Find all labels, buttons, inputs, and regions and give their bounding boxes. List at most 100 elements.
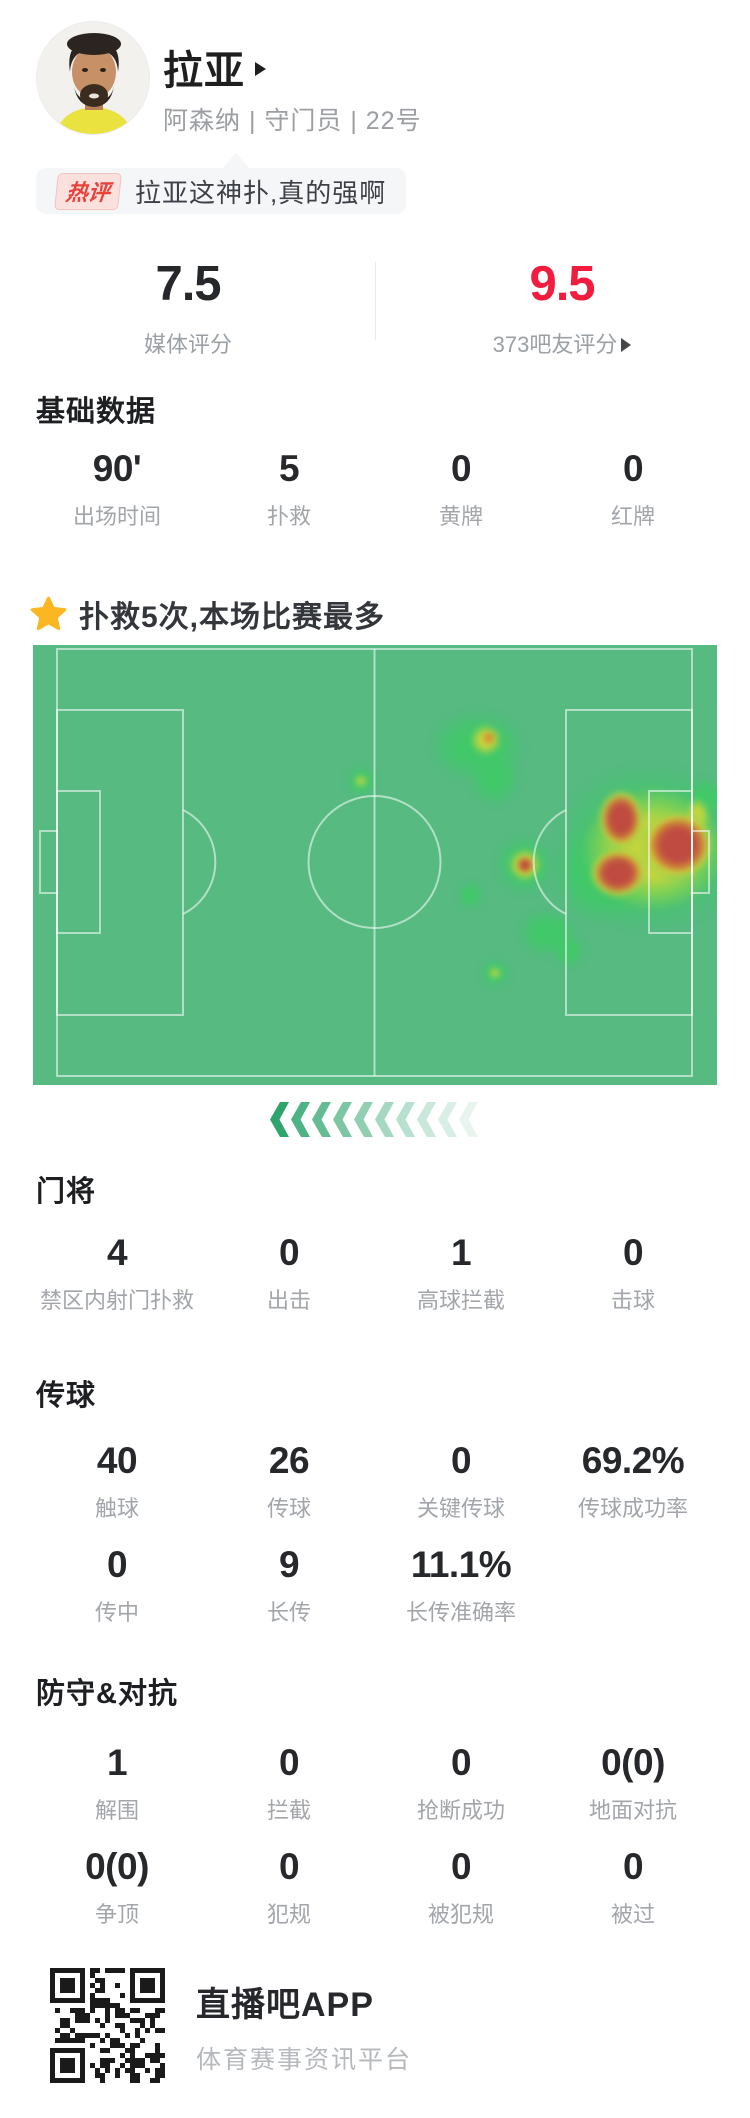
stat-value: 40 [96,1440,138,1481]
stat-label: 犯规 [266,1902,311,1927]
basic-stats-row: 90' 出场时间 5 扑救 0 黄牌 0 红牌 [31,448,719,531]
qr-code [50,1968,165,2083]
heat-blob [515,855,535,875]
stat-label: 红牌 [610,504,655,529]
stat-cell: 4 禁区内射门扑救 [31,1232,203,1315]
stat-cell: 1 高球拦截 [375,1232,547,1315]
stat-label: 禁区内射门扑救 [39,1288,194,1313]
caret-right-icon [621,338,632,352]
stat-value: 9 [278,1544,300,1585]
stat-value: 69.2% [581,1440,685,1481]
heat-blob [640,809,716,881]
stat-label: 拦截 [266,1798,311,1823]
stat-label: 高球拦截 [416,1288,505,1313]
pitch-lines [39,648,710,1077]
stat-label: 被犯规 [427,1902,494,1927]
caret-right-icon [255,62,266,76]
stat-label: 传球成功率 [577,1496,688,1521]
stat-value: 26 [268,1440,310,1481]
stat-cell: 0 出击 [203,1232,375,1315]
heat-blob [480,958,510,988]
stat-label: 被过 [610,1902,655,1927]
stat-value: 0 [450,448,472,489]
stat-cell: 0 传中 [31,1544,203,1627]
fans-rating-value: 9.5 [529,257,595,311]
stat-cell: 0(0) 地面对抗 [547,1742,719,1825]
stat-value: 0(0) [601,1742,665,1783]
player-name-link[interactable]: 拉亚 [163,38,266,96]
hot-comment-text: 拉亚这神扑,真的强啊 [135,177,387,208]
stat-label: 黄牌 [438,504,483,529]
stat-value: 0 [622,1846,644,1887]
bubble-tail [222,153,250,169]
app-description: 体育赛事资讯平台 [196,2046,413,2074]
player-avatar [36,21,150,135]
hot-comment-badge: 热评 [54,172,122,210]
highlight-text: 扑救5次,本场比赛最多 [79,601,386,634]
stat-cell: 9 长传 [203,1544,375,1627]
heatmap-pitch [33,645,717,1085]
passing-stats-row-2: 0 传中 9 长传 11.1% 长传准确率 [31,1544,719,1627]
stat-label: 抢断成功 [416,1798,505,1823]
stat-cell: 0 关键传球 [375,1440,547,1523]
heat-blob [457,881,485,909]
stat-label: 出击 [266,1288,311,1313]
stat-label: 出场时间 [72,504,161,529]
section-title-basic: 基础数据 [36,396,157,428]
stat-cell: 11.1% 长传准确率 [375,1544,547,1627]
fans-rating-label: 373吧友评分 [410,327,714,359]
stat-value: 5 [278,448,300,489]
star-icon [30,596,67,631]
stat-value: 0 [278,1232,300,1273]
stat-cell: 40 触球 [31,1440,203,1523]
defense-stats-row-2: 0(0) 争顶 0 犯规 0 被犯规 0 被过 [31,1846,719,1929]
stat-label: 解围 [94,1798,139,1823]
highlight-row: 扑救5次,本场比赛最多 [30,592,385,636]
stat-value: 0(0) [85,1846,149,1887]
heat-blob [345,765,377,797]
fans-rating[interactable]: 9.5 373吧友评分 [410,256,714,359]
media-rating: 7.5 媒体评分 [36,256,340,359]
stat-cell: 69.2% 传球成功率 [547,1440,719,1523]
stat-label: 地面对抗 [588,1798,677,1823]
stat-value: 0 [278,1846,300,1887]
section-title-defense: 防守&对抗 [36,1678,178,1710]
stat-value: 0 [450,1440,472,1481]
stat-value: 0 [450,1742,472,1783]
stat-cell: 0(0) 争顶 [31,1846,203,1929]
player-photo [37,22,149,134]
stat-cell: 5 扑救 [203,448,375,531]
heat-blob [588,847,648,899]
stat-value: 0 [622,1232,644,1273]
stat-label: 传球 [266,1496,311,1521]
stat-value: 0 [278,1742,300,1783]
stat-value: 11.1% [410,1544,512,1585]
media-rating-value: 7.5 [155,257,221,311]
hot-comment-bubble: 热评 拉亚这神扑,真的强啊 [36,168,407,214]
stat-label: 扑救 [266,504,311,529]
stat-cell: 0 被犯规 [375,1846,547,1929]
stat-label: 长传准确率 [405,1600,516,1625]
stat-label: 关键传球 [416,1496,505,1521]
chevrons-left-icon [270,1102,478,1137]
stat-cell: 1 解围 [31,1742,203,1825]
stat-cell: 0 抢断成功 [375,1742,547,1825]
section-title-passing: 传球 [36,1380,97,1412]
stat-label: 长传 [266,1600,311,1625]
stat-label: 触球 [94,1496,139,1521]
stat-label: 击球 [610,1288,655,1313]
stat-value: 1 [106,1742,128,1783]
stat-value: 4 [106,1232,128,1273]
stat-cell: 0 被过 [547,1846,719,1929]
stat-value: 1 [450,1232,472,1273]
heat-blob [469,750,521,806]
stat-value: 90' [92,448,142,489]
defense-stats-row-1: 1 解围 0 拦截 0 抢断成功 0(0) 地面对抗 [31,1742,719,1825]
stat-cell: 0 黄牌 [375,448,547,531]
stat-value: 0 [622,448,644,489]
heat-blob [482,731,496,745]
passing-stats-row-1: 40 触球 26 传球 0 关键传球 69.2% 传球成功率 [31,1440,719,1523]
media-rating-label: 媒体评分 [143,332,232,357]
stat-label: 争顶 [94,1902,139,1927]
player-name: 拉亚 [163,49,245,93]
